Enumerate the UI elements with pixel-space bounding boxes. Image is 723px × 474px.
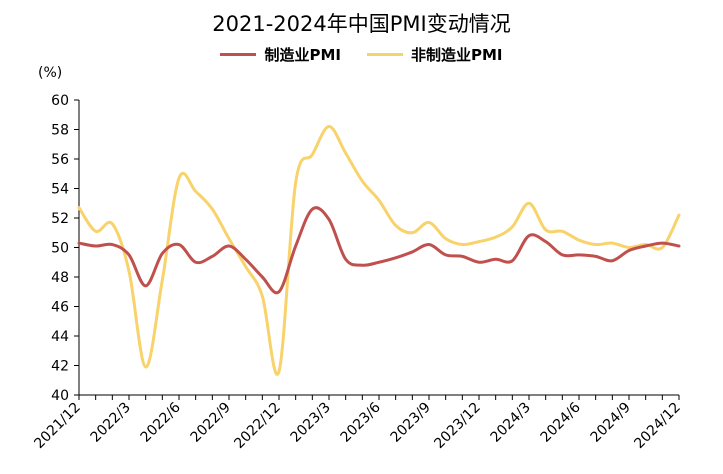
- legend-item-non-manufacturing: 非制造业PMI: [367, 44, 503, 65]
- x-tick-label: 2022/3: [88, 400, 134, 446]
- y-tick-label: 56: [51, 152, 69, 168]
- x-tick-label: 2024/6: [538, 399, 584, 445]
- x-tick-label: 2024/9: [588, 400, 634, 446]
- legend-swatch-non-manufacturing: [367, 53, 403, 56]
- y-tick-label: 40: [51, 388, 69, 404]
- legend: 制造业PMI 非制造业PMI: [0, 44, 723, 65]
- x-tick-label: 2022/12: [231, 400, 283, 452]
- legend-label-non-manufacturing: 非制造业PMI: [411, 46, 503, 64]
- y-tick-label: 42: [51, 359, 69, 375]
- x-tick-label: 2023/3: [288, 400, 334, 446]
- y-tick-label: 50: [51, 241, 69, 257]
- legend-label-manufacturing: 制造业PMI: [264, 46, 341, 64]
- y-tick-label: 58: [51, 123, 69, 139]
- y-axis-unit-label: (%): [38, 65, 63, 81]
- x-tick-label: 2023/6: [338, 399, 384, 445]
- series-line-manufacturing-pmi: [77, 206, 681, 295]
- x-tick-label: 2023/9: [388, 400, 434, 446]
- y-tick-label: 54: [51, 182, 69, 198]
- legend-swatch-manufacturing: [220, 53, 257, 56]
- y-tick-label: 60: [51, 93, 69, 109]
- x-tick-label: 2024/3: [488, 400, 534, 446]
- chart-title: 2021-2024年中国PMI变动情况: [212, 12, 511, 36]
- series-line-non-manufacturing-pmi: [77, 125, 681, 376]
- y-tick-label: 46: [51, 300, 69, 316]
- y-tick-label: 52: [51, 211, 69, 227]
- y-tick-label: 48: [51, 270, 69, 286]
- legend-item-manufacturing: 制造业PMI: [220, 44, 341, 65]
- x-tick-label: 2022/6: [138, 399, 184, 445]
- y-tick-label: 44: [51, 329, 69, 345]
- x-tick-label: 2023/12: [431, 400, 483, 452]
- x-tick-label: 2024/12: [631, 400, 683, 452]
- x-tick-label: 2022/9: [188, 400, 234, 446]
- x-tick-label: 2021/12: [31, 400, 83, 452]
